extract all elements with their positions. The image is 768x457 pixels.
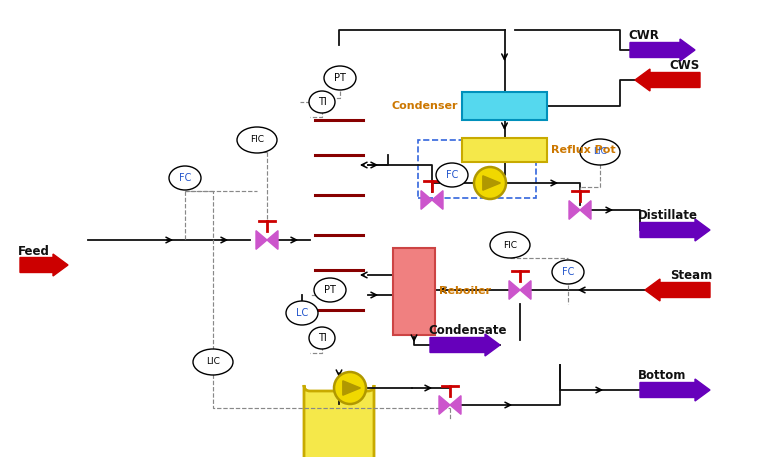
Bar [462,92,547,120]
Ellipse shape [237,127,277,153]
Ellipse shape [193,349,233,375]
Ellipse shape [286,301,318,325]
Ellipse shape [436,163,468,187]
Text: Reflux Pot: Reflux Pot [551,145,616,155]
Polygon shape [450,396,461,414]
Polygon shape [256,231,267,250]
Ellipse shape [309,327,335,349]
Ellipse shape [314,278,346,302]
Text: Bottom: Bottom [638,369,687,382]
Ellipse shape [580,139,620,165]
Text: Distillate: Distillate [638,209,698,222]
Text: FC: FC [562,267,574,277]
Polygon shape [267,231,278,250]
Text: CWS: CWS [670,59,700,72]
Text: TI: TI [318,97,326,107]
Text: Reboiler: Reboiler [439,286,491,296]
Text: FIC: FIC [503,240,517,250]
FancyArrow shape [430,334,500,356]
Bar [393,248,435,335]
Ellipse shape [324,66,356,90]
Circle shape [474,167,506,199]
Text: FC: FC [179,173,191,183]
Text: PT: PT [334,73,346,83]
Ellipse shape [309,91,335,113]
Polygon shape [569,201,580,219]
Polygon shape [520,281,531,299]
Polygon shape [421,191,432,209]
Polygon shape [580,201,591,219]
FancyArrow shape [20,254,68,276]
FancyArrow shape [635,69,700,91]
FancyArrow shape [630,39,695,61]
Text: FC: FC [445,170,458,180]
Text: LIC: LIC [206,357,220,367]
Text: LIC: LIC [593,148,607,156]
Bar [462,138,547,162]
Text: Steam: Steam [670,269,712,282]
Polygon shape [343,381,360,395]
Text: Condensate: Condensate [428,324,507,337]
FancyArrow shape [645,279,710,301]
Text: PT: PT [324,285,336,295]
FancyArrow shape [640,219,710,241]
Text: Condenser: Condenser [392,101,458,111]
Text: LC: LC [296,308,308,318]
Polygon shape [439,396,450,414]
Polygon shape [432,191,443,209]
FancyBboxPatch shape [304,385,374,457]
Text: Feed: Feed [18,245,50,258]
Ellipse shape [552,260,584,284]
Polygon shape [483,176,501,190]
Circle shape [334,372,366,404]
FancyArrow shape [640,379,710,401]
Polygon shape [509,281,520,299]
Ellipse shape [490,232,530,258]
Text: FIC: FIC [250,135,264,144]
Text: TI: TI [318,333,326,343]
Text: CWR: CWR [628,29,659,42]
Ellipse shape [169,166,201,190]
